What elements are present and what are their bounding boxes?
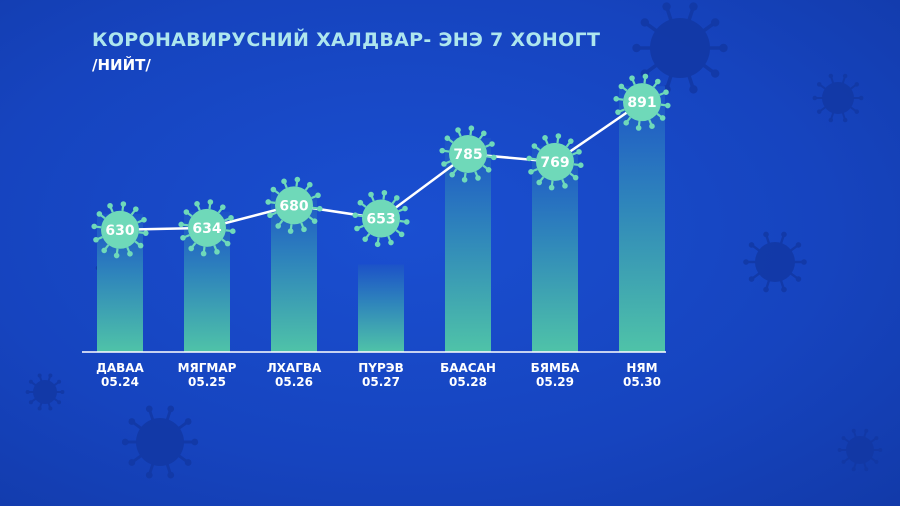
x-tick-day-label: НЯМ: [626, 361, 657, 375]
data-label: 769: [540, 155, 569, 171]
decor-virus-icon: [632, 2, 728, 94]
decor-virus-icon: [121, 405, 199, 479]
x-tick-date-label: 05.29: [536, 375, 574, 389]
data-label: 630: [105, 223, 134, 239]
x-tick-date-label: 05.25: [188, 375, 226, 389]
x-tick-date-label: 05.30: [623, 375, 661, 389]
chart-title: КОРОНАВИРУСНИЙ ХАЛДВАР- ЭНЭ 7 ХОНОГТ: [92, 28, 600, 51]
x-tick-day-label: ДАВАА: [96, 361, 144, 375]
virus-marker-icon: [352, 189, 410, 248]
decor-virus-icon: [743, 231, 807, 293]
data-label: 653: [366, 212, 395, 228]
virus-marker-icon: [178, 199, 236, 257]
data-label: 680: [279, 198, 308, 214]
x-tick-date-label: 05.27: [362, 375, 400, 389]
virus-marker-icon: [439, 125, 497, 183]
x-tick-day-label: БААСАН: [440, 361, 496, 375]
virus-marker-icon: [613, 73, 671, 131]
x-tick-day-label: БЯМБА: [531, 361, 580, 375]
data-label: 785: [453, 147, 482, 163]
virus-marker-icon: [526, 133, 584, 191]
bar-ПҮРЭВ: [358, 264, 404, 352]
decor-virus-icon: [812, 73, 864, 123]
virus-marker-icon: [91, 201, 149, 259]
x-tick-day-label: ПҮРЭВ: [358, 361, 403, 375]
virus-marker-icon: [265, 176, 323, 234]
value-markers: 630 634 680 653 785 769 891: [91, 73, 671, 259]
x-tick-date-label: 05.24: [101, 375, 139, 389]
chart-subtitle: /НИЙТ/: [92, 55, 151, 74]
data-label: 634: [192, 221, 221, 237]
decor-virus-icon: [25, 373, 65, 411]
x-axis-labels: ДАВАА05.24МЯГМАР05.25ЛХАГВА05.26ПҮРЭВ05.…: [96, 361, 661, 389]
x-tick-day-label: МЯГМАР: [178, 361, 237, 375]
x-tick-date-label: 05.28: [449, 375, 487, 389]
x-tick-day-label: ЛХАГВА: [267, 361, 322, 375]
data-label: 891: [627, 95, 656, 111]
bar-НЯМ: [619, 86, 665, 352]
x-tick-date-label: 05.26: [275, 375, 313, 389]
decor-virus-icon: [837, 428, 883, 472]
